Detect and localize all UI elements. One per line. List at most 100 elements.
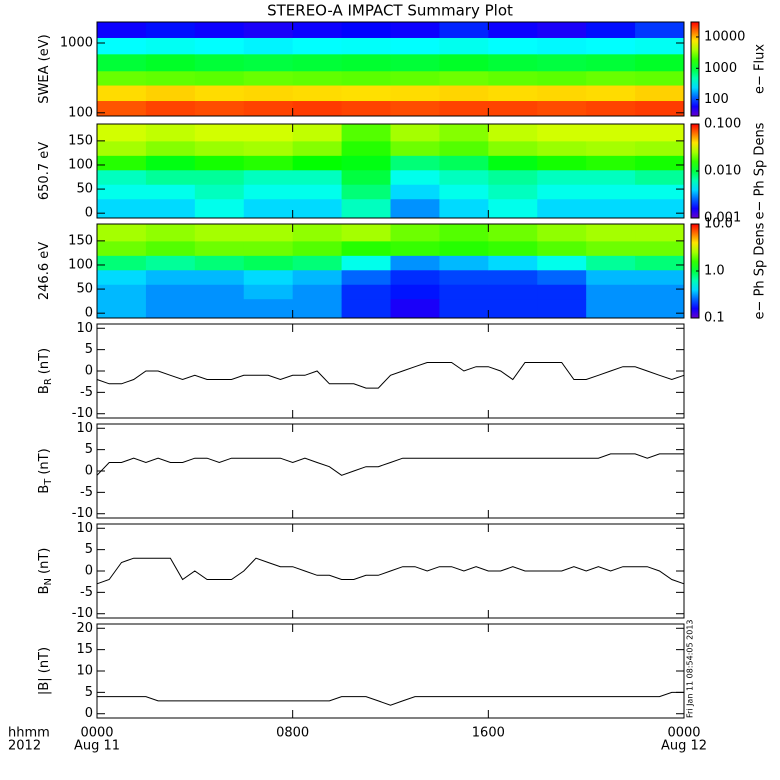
heatmap-cell [243,85,294,102]
y-axis-label: BN (nT) [37,548,55,595]
heatmap-cell [341,169,391,185]
colorbar-tick-label: 0.001 [704,211,741,226]
heatmap-cell [488,100,538,117]
heatmap-cell [488,85,538,102]
y-tick-label: 5 [85,442,93,457]
x-label: hhmm [8,726,50,741]
heatmap-cell [488,184,538,200]
colorbar-tick-label: 1000 [704,61,737,76]
heatmap-cell [586,269,636,285]
timestamp: Fri Jan 11 08:54:05 2013 [686,619,695,718]
heatmap-cell [390,100,440,117]
heatmap-cell [292,198,343,219]
heatmap-cell [635,22,685,38]
heatmap-cell [488,124,538,142]
heatmap-cell [292,298,343,319]
heatmap-cell [439,169,489,185]
heatmap-cell [439,53,489,72]
heatmap-cell [97,284,147,300]
heatmap-cell [488,37,538,55]
y-tick-label: -5 [80,485,93,500]
heatmap-cell [635,140,685,156]
heatmap-cell [292,37,343,55]
heatmap-cell [97,85,147,102]
heatmap-cell [341,22,391,38]
heatmap-cell [243,298,294,319]
heatmap-cell [635,224,685,242]
heatmap-cell [537,184,587,200]
y-axis-label: 650.7 eV [37,142,52,200]
heatmap-cell [488,240,538,256]
y-tick-label: 100 [68,105,93,120]
heatmap-cell [97,124,147,142]
heatmap-cell [97,155,147,171]
heatmap-cell [145,240,196,256]
y-tick-label: 100 [68,157,93,172]
heatmap-cell [537,240,587,256]
data-line [96,362,685,389]
heatmap-cell [145,298,196,319]
heatmap-cell [341,284,391,300]
heatmap-cell [635,169,685,185]
y-axis-label-part: B [37,485,52,494]
heatmap-cell [537,124,587,142]
heatmap-cell [97,37,147,55]
heatmap-cell [243,22,294,38]
heatmap-cell [586,255,636,271]
heatmap-cell [194,255,245,271]
colorbar-label: e− Ph Sp Dens [753,222,768,319]
heatmap-cell [537,155,587,171]
heatmap-cell [341,53,391,72]
heatmap-cell [194,184,245,200]
heatmap-cell [537,284,587,300]
heatmap-cell [97,169,147,185]
heatmap-cell [537,22,587,38]
heatmap-cell [586,100,636,117]
colorbar [690,21,700,117]
heatmap-cell [145,70,196,86]
heatmap-cell [97,22,147,38]
heatmap-cell [537,298,587,319]
heatmap-cell [145,184,196,200]
panel-frame [96,323,685,419]
heatmap-cell [292,184,343,200]
heatmap-cell [194,70,245,86]
y-tick-label: -5 [80,585,93,600]
heatmap-cell [341,155,391,171]
heatmap-cell [243,124,294,142]
heatmap-cell [194,140,245,156]
y-axis-label: |B| (nT) [37,647,52,695]
heatmap-cell [292,140,343,156]
heatmap-cell [635,124,685,142]
heatmap-cell [439,255,489,271]
heatmap-cell [194,53,245,72]
heatmap-cell [97,53,147,72]
x-tick-date: Aug 12 [661,739,707,754]
heatmap-cell [97,140,147,156]
heatmap-cell [488,70,538,86]
heatmap-cell [145,85,196,102]
heatmap-cell [439,298,489,319]
heatmap-cell [341,198,391,219]
heatmap-cell [243,184,294,200]
data-line [96,453,684,476]
colorbar-tick-label: 0.100 [704,117,741,132]
heatmap-cell [145,155,196,171]
heatmap-cell [243,240,294,256]
heatmap-cell [243,224,294,242]
heatmap-cell [390,70,440,86]
y-tick-label: 150 [68,133,93,148]
heatmap-cell [292,124,343,142]
heatmap-cell [488,169,538,185]
y-tick-label: 100 [68,257,93,272]
heatmap-cell [390,169,440,185]
heatmap-cell [97,240,147,256]
y-tick-label: -10 [72,606,93,621]
heatmap-cell [635,85,685,102]
heatmap-cell [341,124,391,142]
heatmap-cell [390,155,440,171]
y-axis-label-part: 246.6 eV [37,242,52,300]
heatmap-cell [390,140,440,156]
heatmap-cell [292,100,343,117]
heatmap-cell [243,169,294,185]
